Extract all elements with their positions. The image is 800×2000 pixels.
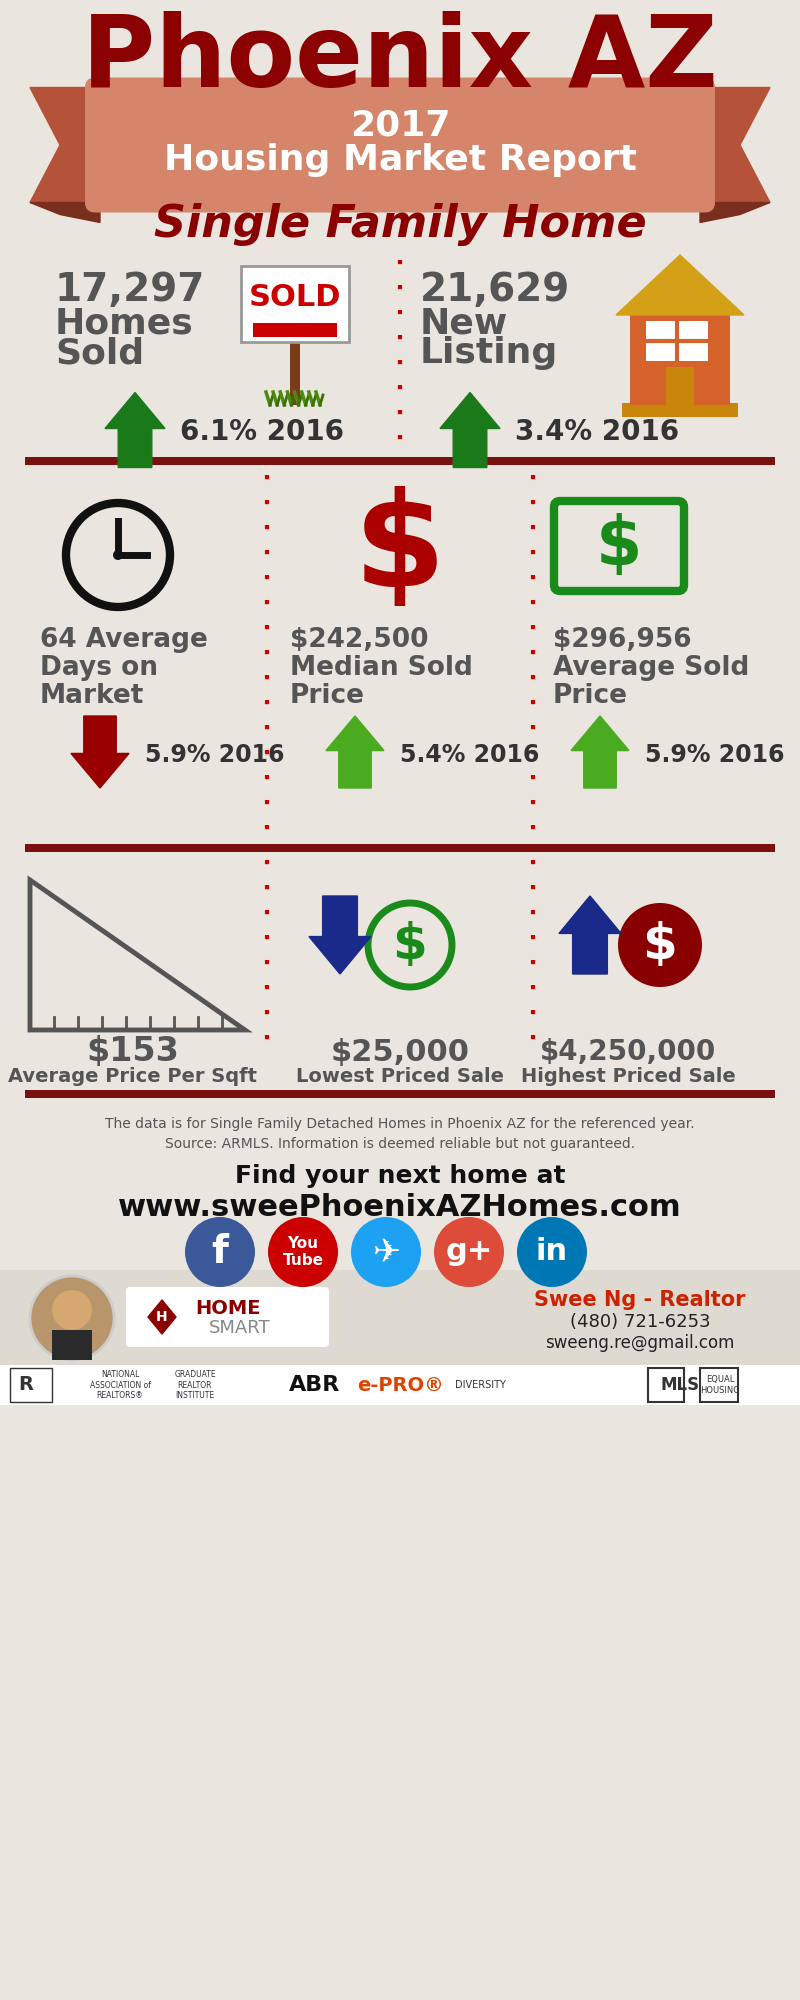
Bar <box>700 1368 738 1402</box>
Text: f: f <box>211 1232 229 1272</box>
Text: Housing Market Report: Housing Market Report <box>163 144 637 178</box>
Text: Market: Market <box>40 684 144 710</box>
Text: 2017: 2017 <box>350 108 450 142</box>
Text: $: $ <box>393 920 427 970</box>
Bar <box>646 320 708 360</box>
Text: NATIONAL
ASSOCIATION of
REALTORS®: NATIONAL ASSOCIATION of REALTORS® <box>90 1370 150 1400</box>
Text: Price: Price <box>290 684 365 710</box>
Text: (480) 721-6253: (480) 721-6253 <box>570 1312 710 1332</box>
Bar <box>52 1330 92 1360</box>
Text: You
Tube: You Tube <box>282 1236 323 1268</box>
Text: 5.9% 2016: 5.9% 2016 <box>645 742 785 766</box>
Circle shape <box>434 1216 504 1288</box>
Text: New: New <box>420 306 508 340</box>
Text: 6.1% 2016: 6.1% 2016 <box>180 418 344 446</box>
Text: $: $ <box>642 920 678 970</box>
Text: sweeng.re@gmail.com: sweeng.re@gmail.com <box>546 1334 734 1352</box>
Circle shape <box>351 1216 421 1288</box>
Text: Swee Ng - Realtor: Swee Ng - Realtor <box>534 1290 746 1310</box>
Text: $242,500: $242,500 <box>290 628 429 652</box>
Text: EQUAL
HOUSING: EQUAL HOUSING <box>700 1376 740 1394</box>
Text: e-PRO®: e-PRO® <box>357 1376 443 1394</box>
Circle shape <box>30 1276 114 1360</box>
Text: 21,629: 21,629 <box>420 270 570 308</box>
Bar <box>630 314 730 404</box>
Text: $: $ <box>354 486 446 614</box>
Text: Homes: Homes <box>55 306 194 340</box>
Text: 5.4% 2016: 5.4% 2016 <box>400 742 539 766</box>
Bar <box>290 284 300 404</box>
Text: $153: $153 <box>86 1036 179 1068</box>
Text: SMART: SMART <box>209 1320 271 1336</box>
Circle shape <box>268 1216 338 1288</box>
Text: Sold: Sold <box>55 336 144 370</box>
Circle shape <box>52 1290 92 1330</box>
FancyBboxPatch shape <box>85 78 715 212</box>
Polygon shape <box>309 896 371 974</box>
FancyBboxPatch shape <box>126 1288 329 1348</box>
Polygon shape <box>148 1300 176 1334</box>
Polygon shape <box>71 716 129 788</box>
Text: $25,000: $25,000 <box>330 1038 470 1066</box>
Circle shape <box>517 1216 587 1288</box>
Polygon shape <box>326 716 384 788</box>
Circle shape <box>618 904 702 986</box>
Text: Days on: Days on <box>40 656 158 680</box>
Bar <box>648 1368 684 1402</box>
Text: GRADUATE
REALTOR
INSTITUTE: GRADUATE REALTOR INSTITUTE <box>174 1370 216 1400</box>
Text: 3.4% 2016: 3.4% 2016 <box>515 418 679 446</box>
Bar <box>622 404 738 418</box>
Text: $: $ <box>596 512 642 580</box>
Text: Lowest Priced Sale: Lowest Priced Sale <box>296 1068 504 1086</box>
Text: $296,956: $296,956 <box>553 628 692 652</box>
Bar <box>666 368 694 404</box>
Polygon shape <box>700 88 770 202</box>
Polygon shape <box>30 88 100 202</box>
Polygon shape <box>571 716 629 788</box>
Text: Median Sold: Median Sold <box>290 656 473 680</box>
Bar <box>10 1368 52 1402</box>
Polygon shape <box>559 896 621 974</box>
Text: 64 Average: 64 Average <box>40 628 208 652</box>
Bar <box>0 1270 800 1364</box>
Text: Price: Price <box>553 684 628 710</box>
Bar <box>25 458 775 464</box>
Text: Average Price Per Sqft: Average Price Per Sqft <box>9 1068 258 1086</box>
Bar <box>253 322 337 336</box>
Text: 5.9% 2016: 5.9% 2016 <box>145 742 285 766</box>
Polygon shape <box>105 392 165 468</box>
Text: 17,297: 17,297 <box>55 270 206 308</box>
Text: HOME: HOME <box>195 1298 261 1318</box>
Text: ✈: ✈ <box>372 1236 400 1268</box>
Text: Phoenix AZ: Phoenix AZ <box>82 12 718 108</box>
Circle shape <box>113 550 123 560</box>
Polygon shape <box>616 254 744 314</box>
Text: MLS: MLS <box>661 1376 699 1394</box>
Polygon shape <box>30 202 100 222</box>
Circle shape <box>185 1216 255 1288</box>
Text: Find your next home at: Find your next home at <box>234 1164 566 1188</box>
FancyBboxPatch shape <box>241 266 349 342</box>
Text: in: in <box>536 1238 568 1266</box>
Bar <box>0 1364 800 1404</box>
Text: SOLD: SOLD <box>249 284 342 312</box>
Polygon shape <box>440 392 500 468</box>
Text: Average Sold: Average Sold <box>553 656 750 680</box>
Text: H: H <box>156 1310 168 1324</box>
Polygon shape <box>700 202 770 222</box>
Text: g+: g+ <box>446 1238 493 1266</box>
Text: The data is for Single Family Detached Homes in Phoenix AZ for the referenced ye: The data is for Single Family Detached H… <box>105 1116 695 1132</box>
Text: ABR: ABR <box>290 1376 341 1396</box>
Bar <box>25 1090 775 1098</box>
Text: Highest Priced Sale: Highest Priced Sale <box>521 1068 735 1086</box>
Text: www.sweePhoenixAZHomes.com: www.sweePhoenixAZHomes.com <box>118 1192 682 1222</box>
Text: $4,250,000: $4,250,000 <box>540 1038 716 1066</box>
Text: DIVERSITY: DIVERSITY <box>454 1380 506 1390</box>
Bar <box>25 844 775 852</box>
Text: Source: ARMLS. Information is deemed reliable but not guaranteed.: Source: ARMLS. Information is deemed rel… <box>165 1136 635 1152</box>
Text: Listing: Listing <box>420 336 558 370</box>
Text: R: R <box>18 1376 34 1394</box>
Text: Single Family Home: Single Family Home <box>154 204 646 246</box>
